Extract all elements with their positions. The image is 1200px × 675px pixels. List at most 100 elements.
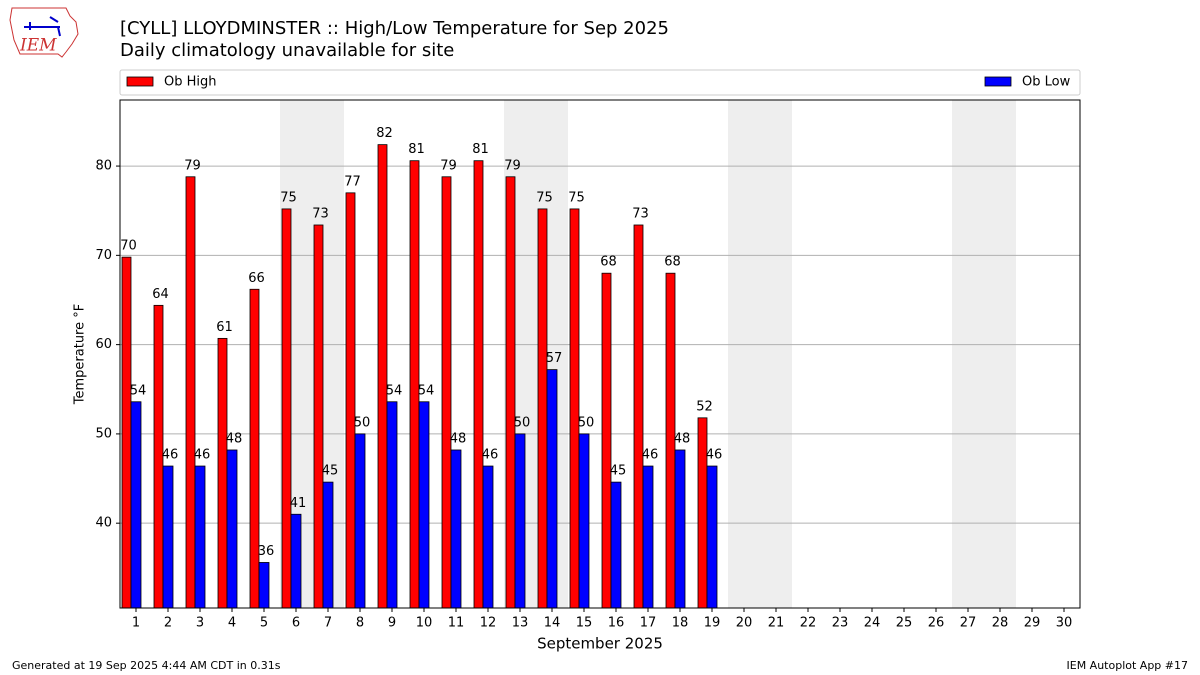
x-tick-label: 15 bbox=[576, 616, 593, 631]
bar bbox=[633, 224, 644, 609]
legend-swatch bbox=[126, 76, 154, 87]
x-tick-label: 29 bbox=[1024, 616, 1041, 631]
data-label: 70 bbox=[120, 239, 137, 254]
data-label: 73 bbox=[632, 206, 649, 221]
data-label: 68 bbox=[664, 255, 681, 270]
data-label: 54 bbox=[130, 383, 147, 398]
x-tick-label: 16 bbox=[608, 616, 625, 631]
x-axis-label: September 2025 bbox=[537, 635, 663, 653]
x-tick-label: 11 bbox=[448, 616, 465, 631]
data-label: 50 bbox=[578, 415, 595, 430]
bar bbox=[194, 465, 206, 609]
bar bbox=[354, 433, 366, 609]
data-label: 79 bbox=[184, 158, 201, 173]
bar bbox=[505, 176, 516, 609]
bar bbox=[537, 208, 548, 609]
bar bbox=[121, 256, 132, 609]
data-label: 36 bbox=[258, 544, 275, 559]
x-tick-label: 28 bbox=[992, 616, 1009, 631]
bar bbox=[697, 417, 708, 609]
data-label: 54 bbox=[418, 383, 435, 398]
data-label: 64 bbox=[152, 287, 169, 302]
x-tick-label: 1 bbox=[132, 616, 140, 631]
y-tick-label: 80 bbox=[95, 159, 112, 174]
x-tick-label: 27 bbox=[960, 616, 977, 631]
weekend-band bbox=[952, 100, 1016, 608]
bar bbox=[441, 176, 452, 609]
x-tick-label: 8 bbox=[356, 616, 364, 631]
data-label: 48 bbox=[450, 431, 467, 446]
data-label: 41 bbox=[290, 496, 307, 511]
data-label: 50 bbox=[514, 415, 531, 430]
y-tick-label: 70 bbox=[95, 248, 112, 263]
x-tick-label: 4 bbox=[228, 616, 236, 631]
data-label: 81 bbox=[408, 142, 425, 157]
data-label: 54 bbox=[386, 383, 403, 398]
data-label: 46 bbox=[194, 448, 211, 463]
data-label: 48 bbox=[674, 431, 691, 446]
x-tick-label: 10 bbox=[416, 616, 433, 631]
x-tick-label: 22 bbox=[800, 616, 817, 631]
x-tick-label: 21 bbox=[768, 616, 785, 631]
logo: IEM bbox=[9, 7, 79, 58]
data-label: 82 bbox=[376, 126, 393, 141]
data-label: 75 bbox=[568, 190, 585, 205]
bar bbox=[450, 449, 462, 609]
bar bbox=[610, 481, 622, 609]
footer-right: IEM Autoplot App #17 bbox=[1067, 659, 1189, 672]
x-tick-label: 30 bbox=[1056, 616, 1073, 631]
data-label: 75 bbox=[536, 190, 553, 205]
plot-frame bbox=[119, 99, 1081, 609]
data-label: 52 bbox=[696, 399, 713, 414]
x-tick-label: 19 bbox=[704, 616, 721, 631]
bar bbox=[473, 160, 484, 609]
bar bbox=[281, 208, 292, 609]
bar bbox=[706, 465, 718, 609]
x-tick-label: 18 bbox=[672, 616, 689, 631]
bar bbox=[290, 513, 302, 609]
bar bbox=[313, 224, 324, 609]
bar bbox=[569, 208, 580, 609]
y-tick-label: 50 bbox=[95, 426, 112, 441]
legend-swatch bbox=[984, 76, 1012, 87]
legend-box bbox=[119, 69, 1081, 96]
bar bbox=[322, 481, 334, 609]
x-tick-label: 17 bbox=[640, 616, 657, 631]
x-tick-label: 14 bbox=[544, 616, 561, 631]
x-tick-label: 23 bbox=[832, 616, 849, 631]
data-label: 66 bbox=[248, 271, 265, 286]
x-tick-label: 7 bbox=[324, 616, 332, 631]
data-label: 57 bbox=[546, 351, 563, 366]
y-tick-label: 40 bbox=[95, 516, 112, 531]
data-label: 46 bbox=[642, 448, 659, 463]
bar bbox=[345, 192, 356, 609]
legend-label: Ob High bbox=[164, 75, 217, 90]
data-label: 61 bbox=[216, 320, 233, 335]
weekend-band bbox=[728, 100, 792, 608]
data-label: 75 bbox=[280, 190, 297, 205]
chart-title: [CYLL] LLOYDMINSTER :: High/Low Temperat… bbox=[120, 18, 669, 39]
data-label: 46 bbox=[706, 448, 723, 463]
data-label: 50 bbox=[354, 415, 371, 430]
bar bbox=[418, 401, 430, 609]
bar bbox=[162, 465, 174, 609]
x-tick-label: 3 bbox=[196, 616, 204, 631]
footer-left: Generated at 19 Sep 2025 4:44 AM CDT in … bbox=[12, 659, 281, 672]
chart-subtitle: Daily climatology unavailable for site bbox=[120, 40, 454, 61]
data-label: 79 bbox=[440, 158, 457, 173]
y-tick-label: 60 bbox=[95, 337, 112, 352]
bar bbox=[482, 465, 494, 609]
x-tick-label: 20 bbox=[736, 616, 753, 631]
y-axis-label: Temperature °F bbox=[73, 304, 88, 405]
bar bbox=[386, 401, 398, 609]
bar bbox=[217, 337, 228, 609]
bar bbox=[546, 369, 558, 609]
x-tick-label: 13 bbox=[512, 616, 529, 631]
bar bbox=[601, 272, 612, 609]
data-label: 79 bbox=[504, 158, 521, 173]
data-label: 45 bbox=[610, 464, 627, 479]
bar bbox=[226, 449, 238, 609]
logo-icon bbox=[24, 16, 61, 37]
bar bbox=[674, 449, 686, 609]
bar bbox=[514, 433, 526, 609]
